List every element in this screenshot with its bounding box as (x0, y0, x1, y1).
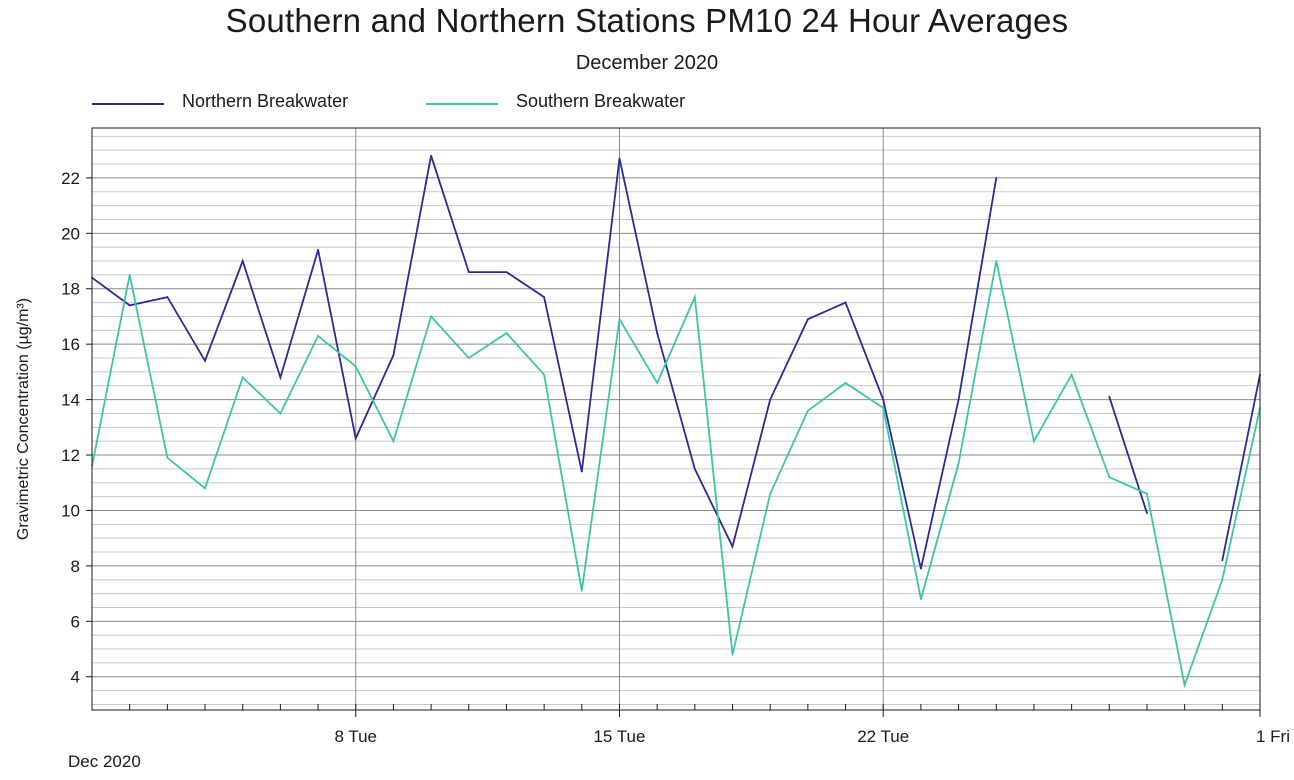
x-axis-ticks: 8 Tue 15 Tue 22 Tue 1 Fri (91, 704, 1290, 746)
data-point (1146, 492, 1148, 495)
data-point (392, 440, 395, 443)
data-point (1108, 476, 1111, 479)
y-tick-label: 10 (61, 501, 80, 520)
data-point (957, 462, 960, 465)
data-point (806, 318, 809, 321)
x-axis-period-label: Dec 2020 (68, 752, 141, 771)
data-point (543, 373, 546, 376)
y-tick-label: 18 (61, 280, 80, 299)
y-tick-label: 14 (61, 391, 80, 410)
x-tick-label: 8 Tue (334, 727, 377, 746)
series-line-segment (1221, 374, 1261, 561)
series-line-segment (91, 155, 998, 569)
legend-swatch-southern (426, 103, 498, 105)
data-point (693, 467, 696, 470)
series-line-segment (91, 260, 1261, 689)
data-point (806, 409, 809, 412)
data-point (1221, 578, 1224, 581)
series-northern (91, 154, 1261, 570)
y-tick-label: 8 (71, 557, 80, 576)
data-point (1108, 395, 1111, 398)
data-point (204, 359, 206, 362)
data-point (241, 260, 244, 262)
chart-subtitle: December 2020 (575, 52, 719, 74)
data-point (241, 376, 244, 379)
data-point (882, 398, 885, 401)
legend-label-southern: Southern Breakwater (516, 91, 686, 111)
data-point (618, 157, 621, 160)
data-point (656, 382, 659, 384)
data-point (1221, 559, 1224, 562)
y-tick-label: 6 (71, 612, 80, 631)
data-point (128, 304, 131, 307)
legend-swatch-northern (92, 103, 164, 105)
y-tick-label: 16 (61, 335, 80, 354)
y-tick-label: 20 (61, 224, 80, 243)
data-point (279, 376, 282, 379)
data-point (769, 398, 772, 401)
data-point (882, 407, 885, 409)
x-tick-label: 1 Fri (1256, 727, 1290, 746)
data-point (279, 412, 282, 415)
x-tick-label: 22 Tue (857, 727, 909, 746)
chart-title: Southern and Northern Stations PM10 24 H… (225, 2, 1069, 39)
x-tick-label: 15 Tue (593, 727, 645, 746)
data-point (392, 354, 395, 357)
data-point (769, 492, 772, 495)
data-point (430, 154, 432, 157)
data-point (995, 176, 998, 179)
data-point (467, 357, 470, 359)
major-gridlines (92, 128, 1260, 710)
data-point (957, 398, 960, 401)
series-lines (91, 154, 1261, 689)
data-point (920, 567, 922, 570)
data-point (317, 249, 319, 251)
data-point (317, 334, 319, 337)
series-line-segment (1108, 396, 1148, 514)
data-point (166, 456, 169, 459)
data-point (204, 487, 206, 490)
data-point (731, 653, 734, 656)
data-point (1070, 373, 1073, 376)
data-point (467, 271, 470, 274)
data-point (920, 598, 922, 601)
data-point (354, 365, 357, 368)
y-tick-label: 4 (71, 668, 80, 687)
data-point (580, 470, 583, 473)
data-point (731, 545, 734, 548)
data-point (128, 273, 131, 276)
data-point (505, 332, 508, 334)
data-point (618, 318, 621, 321)
data-point (1033, 440, 1035, 443)
data-point (505, 271, 508, 274)
data-point (693, 296, 696, 298)
data-point (1146, 512, 1148, 515)
plot-frame (91, 127, 1261, 711)
y-tick-label: 12 (61, 446, 80, 465)
data-point (543, 296, 546, 298)
data-point (580, 589, 583, 592)
minor-gridlines (92, 135, 1260, 705)
data-point (166, 296, 169, 298)
data-point (354, 437, 357, 440)
y-axis-ticks: 4 6 8 10 12 14 16 18 20 22 (61, 169, 92, 687)
data-point (1183, 684, 1186, 686)
series-southern (91, 260, 1261, 689)
data-point (656, 332, 659, 334)
data-point (844, 301, 847, 304)
y-tick-label: 22 (61, 169, 80, 188)
legend-label-northern: Northern Breakwater (182, 91, 349, 111)
data-point (995, 260, 998, 262)
data-point (430, 315, 432, 318)
data-point (844, 382, 847, 384)
